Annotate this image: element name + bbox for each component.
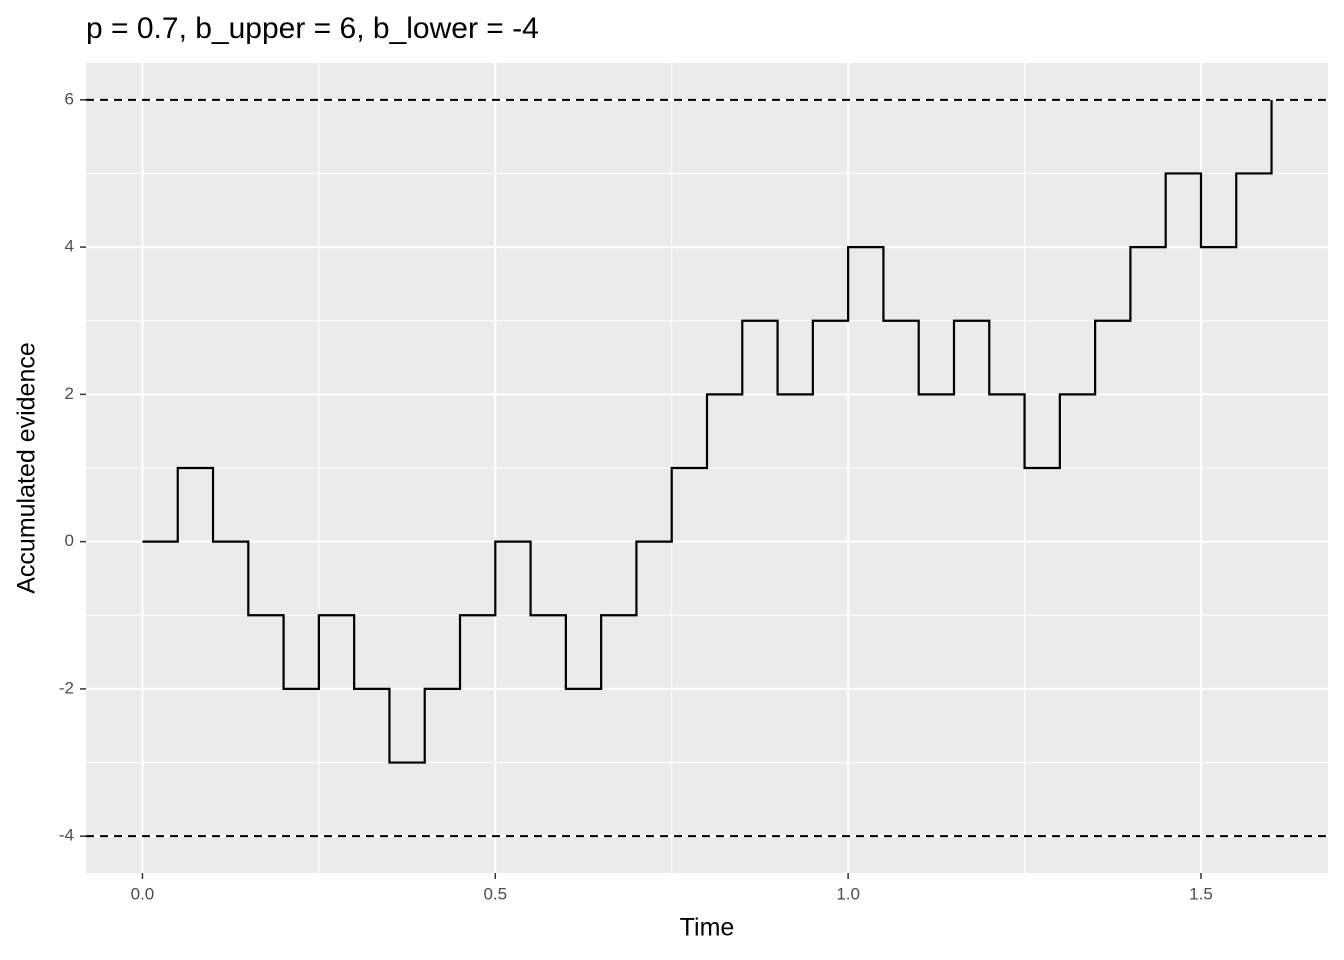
x-tick-label: 0.5	[483, 884, 507, 903]
y-tick-label: -2	[59, 678, 74, 697]
step-line	[142, 99, 1273, 764]
x-tick-label: 0.0	[131, 884, 155, 903]
chart-title: p = 0.7, b_upper = 6, b_lower = -4	[86, 12, 539, 45]
y-tick-label: 2	[65, 384, 74, 403]
y-tick-label: 0	[65, 531, 74, 550]
y-tick-label: -4	[59, 826, 74, 845]
x-tick-label: 1.5	[1189, 884, 1213, 903]
x-tick-label: 1.0	[836, 884, 860, 903]
x-axis-title: Time	[680, 914, 735, 942]
y-tick-label: 6	[65, 89, 74, 108]
y-axis-title: Accumulated evidence	[13, 342, 41, 594]
y-tick-label: 4	[65, 237, 74, 256]
